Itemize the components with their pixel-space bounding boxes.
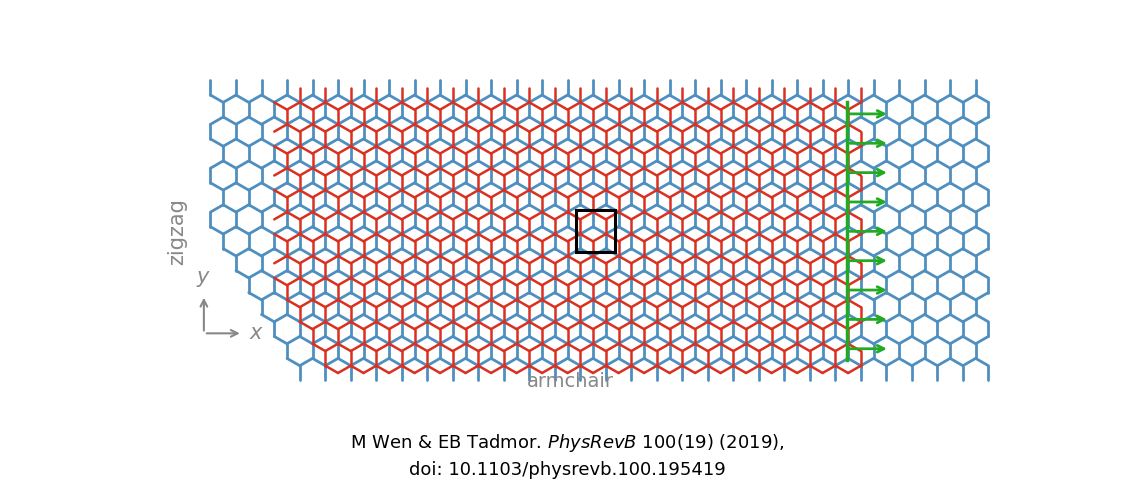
Text: $x$: $x$ <box>249 324 264 344</box>
Text: $y$: $y$ <box>196 268 211 288</box>
Text: zigzag: zigzag <box>167 198 187 265</box>
Text: M Wen & EB Tadmor. $\mathit{PhysRevB}$ 100(19) (2019),: M Wen & EB Tadmor. $\mathit{PhysRevB}$ 1… <box>350 432 785 454</box>
Text: doi: 10.1103/physrevb.100.195419: doi: 10.1103/physrevb.100.195419 <box>409 461 726 479</box>
Text: armchair: armchair <box>527 372 614 392</box>
Bar <box>575 210 615 252</box>
